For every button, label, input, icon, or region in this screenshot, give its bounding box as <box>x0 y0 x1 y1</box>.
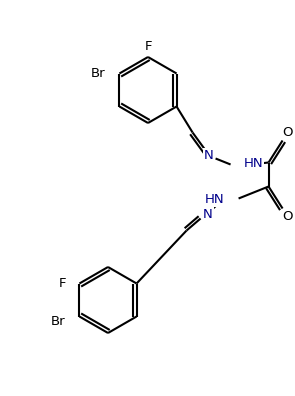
Text: O: O <box>282 210 293 223</box>
Text: N: N <box>215 193 224 206</box>
Text: Br: Br <box>51 315 65 328</box>
Text: N: N <box>204 149 214 162</box>
Text: F: F <box>59 277 66 290</box>
Text: O: O <box>282 126 293 139</box>
Text: Br: Br <box>91 67 105 80</box>
Text: F: F <box>144 40 152 53</box>
Text: HN: HN <box>205 193 224 206</box>
Text: N: N <box>203 208 212 221</box>
Text: HN: HN <box>244 157 263 170</box>
